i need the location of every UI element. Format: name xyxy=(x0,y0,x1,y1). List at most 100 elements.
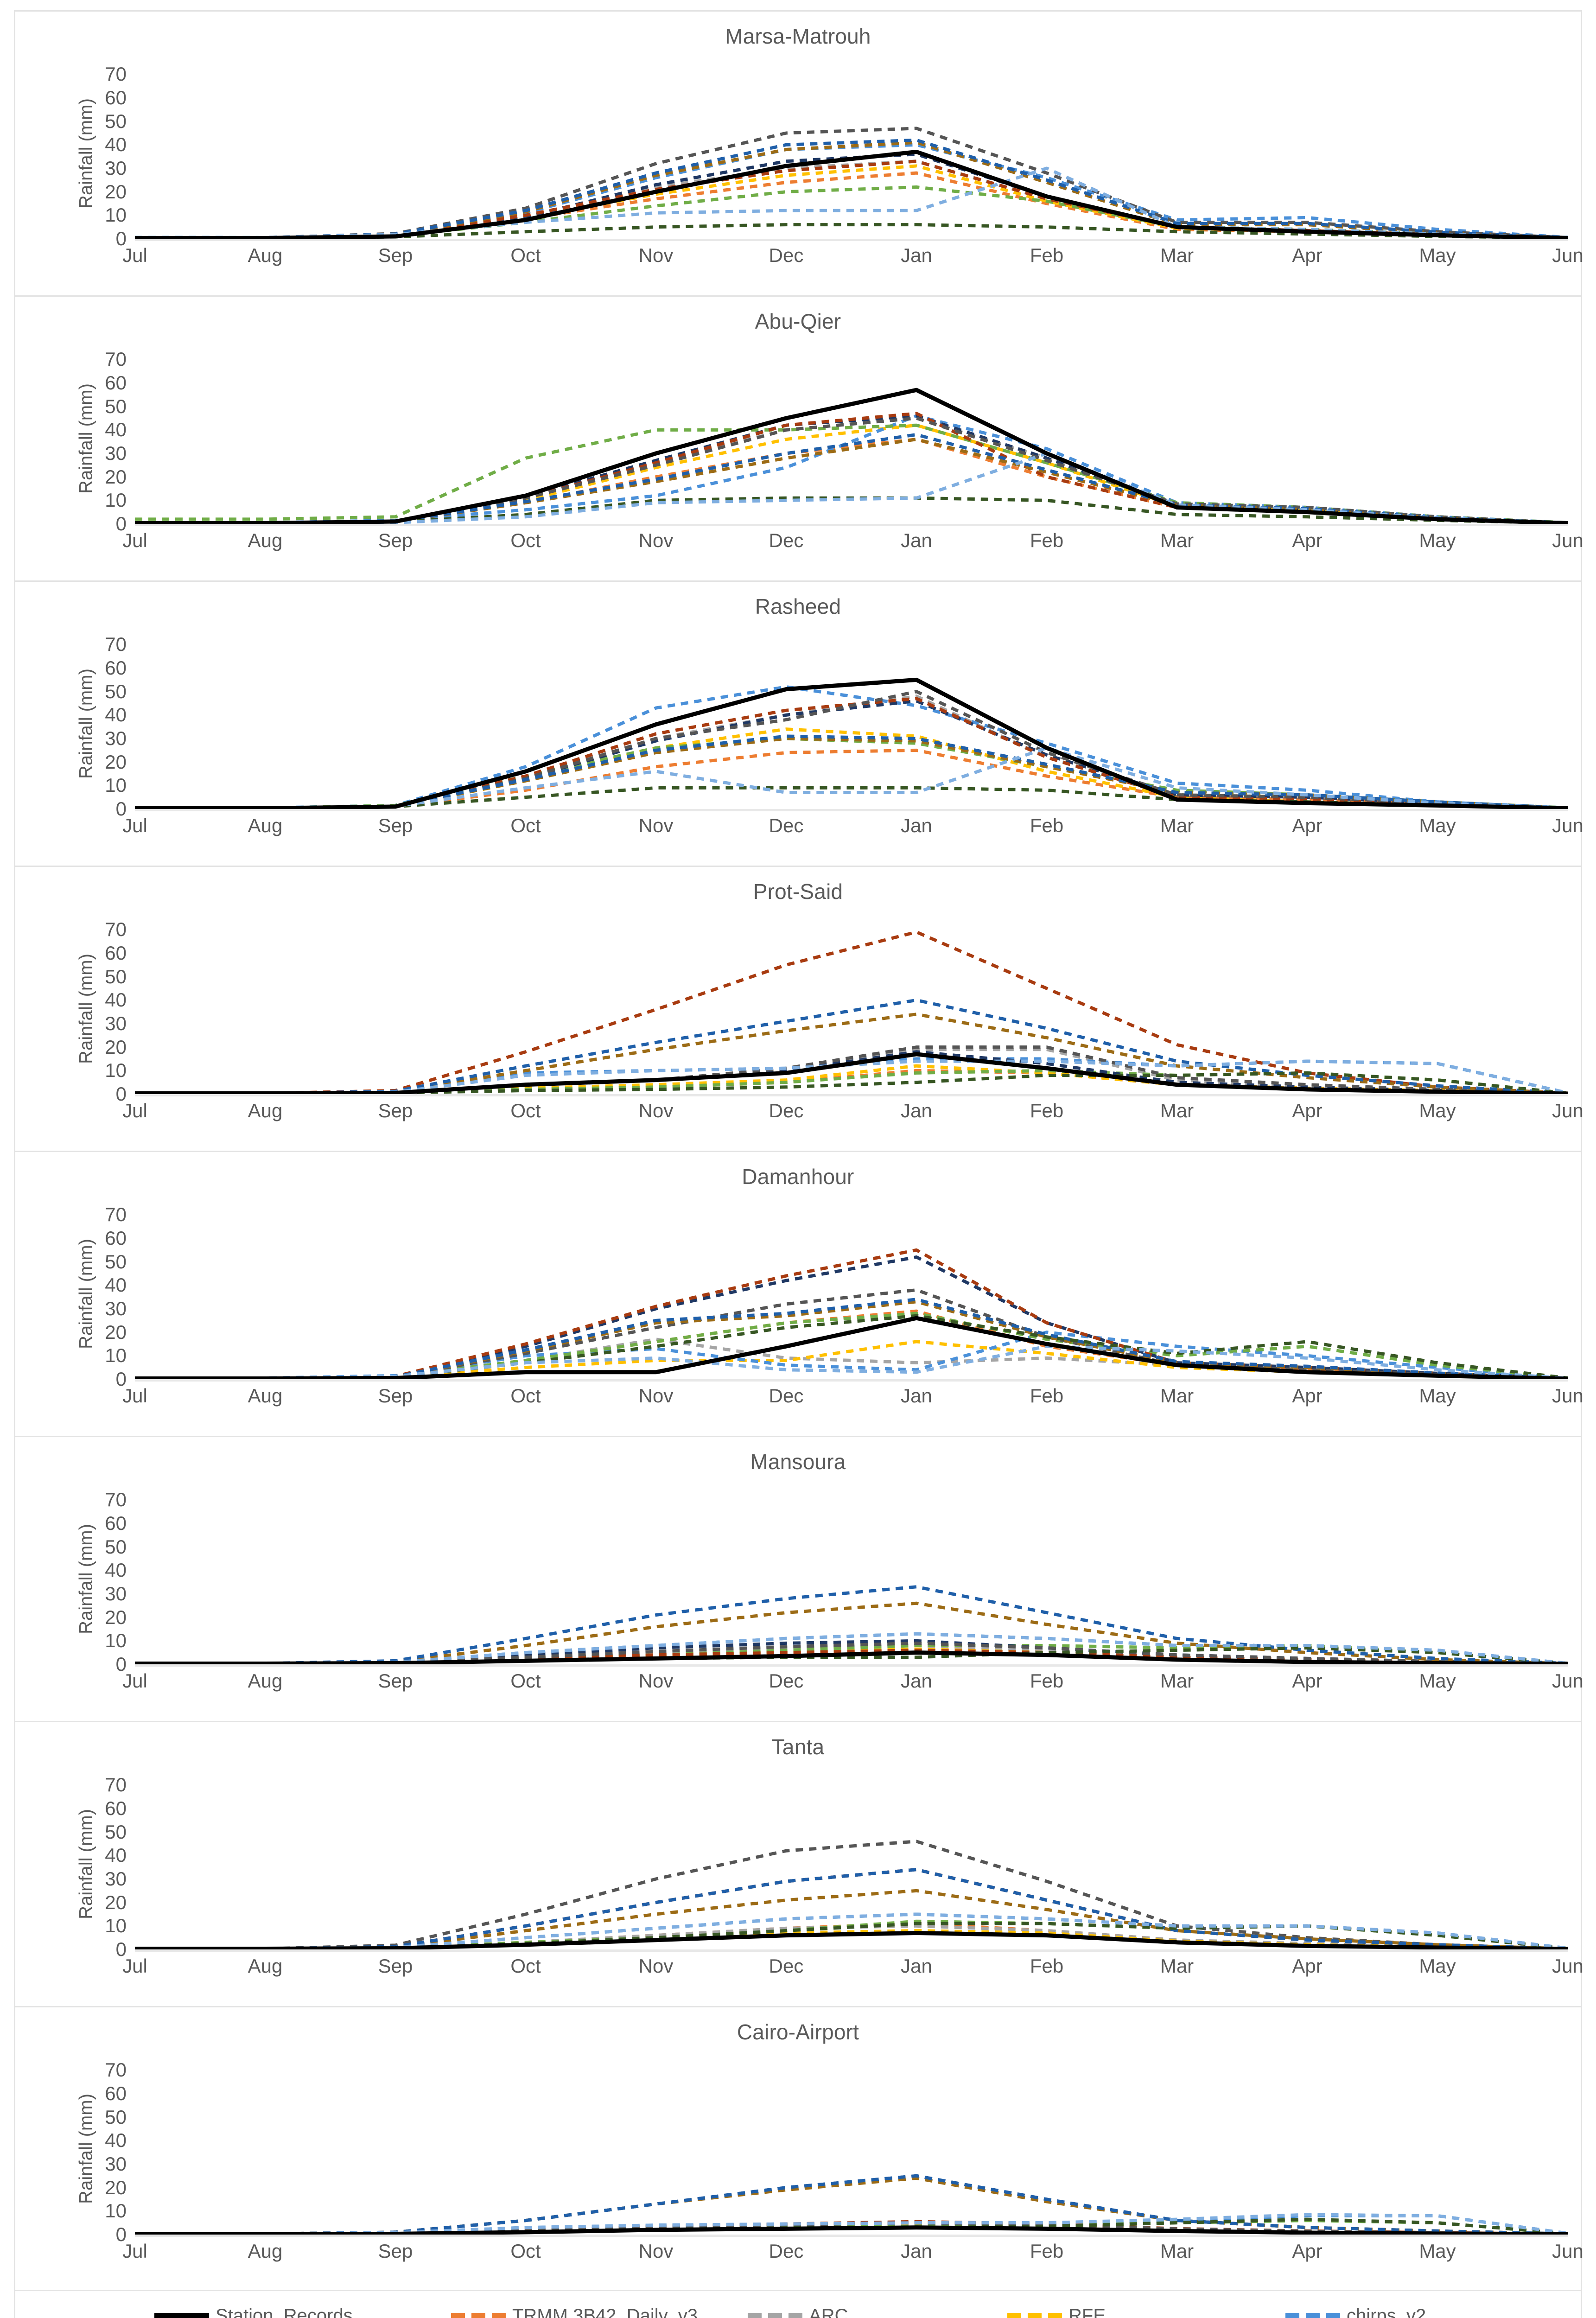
y-tick-label: 0 xyxy=(115,228,127,249)
x-tick-label: Dec xyxy=(769,815,804,836)
series-line xyxy=(135,140,1568,237)
series-line xyxy=(135,2176,1568,2234)
chart-panel: Marsa-Matrouh Rainfall (mm) 0 10 20 30 40 50 60 7… xyxy=(14,10,1583,295)
x-tick-label: Dec xyxy=(769,1955,804,1977)
legend-swatch-icon xyxy=(748,2312,802,2318)
x-axis-line xyxy=(135,2235,1568,2237)
x-tick-label: Aug xyxy=(248,529,283,551)
x-tick-label: Jul xyxy=(122,815,147,836)
x-tick-label: Apr xyxy=(1292,1955,1323,1977)
plot-area xyxy=(135,1488,1568,1664)
y-tick-label: 10 xyxy=(105,1630,127,1652)
y-axis-ticks: 0 10 20 30 40 50 60 70 xyxy=(67,1203,127,1389)
y-tick-label: 10 xyxy=(105,1915,127,1937)
series-line xyxy=(135,1870,1568,1949)
series-line xyxy=(135,1047,1568,1094)
legend-swatch-icon xyxy=(1007,2312,1062,2318)
series-line xyxy=(135,1014,1568,1094)
y-tick-label: 60 xyxy=(105,1797,127,1819)
legend-item[interactable]: ARC xyxy=(748,2305,1007,2318)
series-line xyxy=(135,1066,1568,1094)
legend-item[interactable]: Station_Records xyxy=(154,2305,451,2318)
y-tick-label: 0 xyxy=(115,513,127,535)
series-line xyxy=(135,1290,1568,1378)
x-axis-line xyxy=(135,1664,1568,1667)
series-line xyxy=(135,1313,1568,1378)
y-tick-label: 30 xyxy=(105,727,127,749)
x-tick-label: Oct xyxy=(510,1100,541,1121)
series-line xyxy=(135,1070,1568,1093)
x-tick-label: Mar xyxy=(1160,1100,1194,1121)
y-tick-label: 20 xyxy=(105,751,127,773)
y-tick-label: 60 xyxy=(105,87,127,108)
legend-item[interactable]: chirps_v2 xyxy=(1285,2305,1564,2318)
series-line xyxy=(135,1000,1568,1093)
x-tick-label: Jul xyxy=(122,529,147,551)
series-line xyxy=(135,699,1568,809)
series-line xyxy=(135,687,1568,808)
y-tick-label: 70 xyxy=(105,1774,127,1796)
x-tick-label: Dec xyxy=(769,1670,804,1692)
panel-title: Rasheed xyxy=(755,594,841,618)
series-line xyxy=(135,1653,1568,1664)
x-tick-label: Feb xyxy=(1030,244,1064,266)
series-line xyxy=(135,1933,1568,1949)
x-tick-label: Jun xyxy=(1552,244,1583,266)
x-axis-ticks: Jul Aug Sep Oct Nov Dec Jan Feb Mar Apr May Jun xyxy=(122,1100,1583,1134)
x-tick-label: May xyxy=(1419,1955,1456,1977)
x-tick-label: Jun xyxy=(1552,1670,1583,1692)
x-axis-ticks: Jul Aug Sep Oct Nov Dec Jan Feb Mar Apr May Jun xyxy=(122,1385,1583,1419)
y-tick-label: 0 xyxy=(115,798,127,820)
y-tick-label: 50 xyxy=(105,965,127,987)
x-tick-label: Mar xyxy=(1160,2240,1194,2262)
x-tick-label: Aug xyxy=(248,815,283,836)
y-tick-label: 10 xyxy=(105,1344,127,1367)
x-tick-label: May xyxy=(1419,1385,1456,1407)
x-tick-label: Jul xyxy=(122,1955,147,1977)
y-tick-label: 20 xyxy=(105,2176,127,2198)
x-tick-label: Jul xyxy=(122,2240,147,2262)
y-tick-label: 10 xyxy=(105,204,127,226)
series-line xyxy=(135,416,1568,523)
y-axis-ticks: 0 10 20 30 40 50 60 70 xyxy=(67,63,127,248)
x-tick-label: Mar xyxy=(1160,529,1194,551)
x-tick-label: Sep xyxy=(378,529,413,551)
x-tick-label: Feb xyxy=(1030,529,1064,551)
panel-title: Mansoura xyxy=(750,1450,846,1474)
x-axis-line xyxy=(135,239,1568,241)
x-tick-label: Jan xyxy=(901,815,932,836)
y-tick-label: 10 xyxy=(105,2200,127,2222)
x-tick-label: Mar xyxy=(1160,1385,1194,1407)
series-line xyxy=(135,701,1568,809)
x-tick-label: May xyxy=(1419,529,1456,551)
x-tick-label: Jun xyxy=(1552,1100,1583,1121)
x-tick-label: Aug xyxy=(248,1385,283,1407)
series-line xyxy=(135,1914,1568,1949)
x-tick-label: Apr xyxy=(1292,2240,1323,2262)
legend-item[interactable]: RFE xyxy=(1007,2305,1285,2318)
x-axis-line xyxy=(135,1949,1568,1952)
x-tick-label: Feb xyxy=(1030,1670,1064,1692)
panel-title: Marsa-Matrouh xyxy=(725,24,871,48)
y-tick-label: 20 xyxy=(105,1036,127,1058)
series-line xyxy=(135,932,1568,1093)
series-line xyxy=(135,1332,1568,1378)
series-line xyxy=(135,1643,1568,1663)
y-tick-label: 0 xyxy=(115,1083,127,1105)
x-tick-label: Dec xyxy=(769,1385,804,1407)
x-tick-label: Aug xyxy=(248,1955,283,1977)
x-axis-ticks: Jul Aug Sep Oct Nov Dec Jan Feb Mar Apr May Jun xyxy=(122,815,1583,848)
y-tick-label: 50 xyxy=(105,2106,127,2128)
y-tick-label: 50 xyxy=(105,1821,127,1843)
chart-panel: Damanhour Rainfall (mm) 0 10 20 30 40 50 60 70 Jul… xyxy=(14,1151,1583,1436)
x-tick-label: Sep xyxy=(378,1670,413,1692)
chart-panel: Tanta Rainfall (mm) 0 10 20 30 40 50 60 70 Jul Aug S… xyxy=(14,1721,1583,2006)
x-tick-label: Mar xyxy=(1160,1670,1194,1692)
series-line xyxy=(135,748,1568,808)
x-tick-label: Jul xyxy=(122,1385,147,1407)
x-tick-label: Oct xyxy=(510,1955,541,1977)
series-line xyxy=(135,1645,1568,1663)
x-tick-label: Jan xyxy=(901,1670,932,1692)
x-tick-label: Aug xyxy=(248,2240,283,2262)
legend-item[interactable]: TRMM 3B42_Daily_v3 xyxy=(451,2305,748,2318)
